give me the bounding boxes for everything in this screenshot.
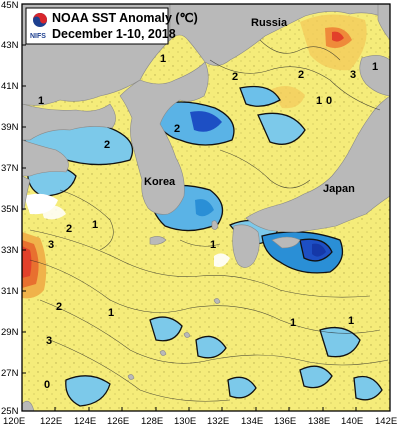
lon-tick-label: 136E — [274, 416, 296, 427]
lon-tick-label: 142E — [375, 416, 397, 427]
contour-label: 1 — [210, 239, 216, 251]
map-subtitle: December 1-10, 2018 — [52, 27, 176, 41]
lat-tick-label: 33N — [1, 245, 19, 256]
contour-label: 1 — [348, 315, 354, 327]
lat-tick-label: 41N — [1, 81, 19, 92]
longitude-axis: 120E 122E 124E 126E 128E 130E 132E 134E … — [3, 416, 397, 427]
japan-landmass — [245, 95, 390, 233]
lon-tick-label: 124E — [74, 416, 96, 427]
very-cold-cores — [190, 111, 326, 257]
title-box: NIFS NOAA SST Anomaly (℃) December 1-10,… — [25, 7, 198, 45]
lon-tick-label: 130E — [174, 416, 196, 427]
lat-tick-label: 43N — [1, 40, 19, 51]
contour-label: 3 — [46, 335, 52, 347]
contour-label: 2 — [104, 139, 110, 151]
nifs-taegeuk-logo — [33, 13, 47, 27]
lon-tick-label: 134E — [241, 416, 263, 427]
latitude-axis: 45N 43N 41N 39N 37N 35N 33N 31N 29N 27N … — [1, 0, 19, 417]
contour-label: 2 — [298, 69, 304, 81]
lon-tick-label: 128E — [141, 416, 163, 427]
lat-tick-label: 45N — [1, 0, 19, 11]
map-frame — [21, 3, 391, 412]
lat-tick-label: 27N — [1, 368, 19, 379]
warm-anomaly-patches — [270, 14, 367, 109]
place-label-japan: Japan — [323, 183, 355, 195]
korea-landmass — [119, 61, 209, 215]
contour-label: 3 — [48, 239, 54, 251]
lon-tick-label: 138E — [308, 416, 330, 427]
lat-tick-label: 39N — [1, 122, 19, 133]
place-label-russia: Russia — [251, 17, 288, 29]
lat-tick-label: 35N — [1, 204, 19, 215]
lon-tick-label: 132E — [207, 416, 229, 427]
contour-label: 2 — [56, 301, 62, 313]
contour-label: 2 — [232, 71, 238, 83]
contour-label: 1 — [372, 61, 378, 73]
contour-label: 1 — [38, 95, 44, 107]
lon-tick-label: 122E — [40, 416, 62, 427]
contour-label: 3 — [350, 69, 356, 81]
russia-landmass — [169, 4, 390, 66]
place-label-korea: Korea — [144, 176, 176, 188]
contour-label: 0 — [326, 95, 332, 107]
contour-label: 1 — [290, 317, 296, 329]
contour-label: 1 — [316, 95, 322, 107]
contour-labels: 1 2 3 2 1 0 2 3 2 1 2 3 2 1 0 1 1 1 1 1 — [38, 53, 378, 391]
contour-label: 2 — [66, 223, 72, 235]
lat-tick-label: 31N — [1, 286, 19, 297]
lat-tick-label: 25N — [1, 406, 19, 417]
contour-label: 1 — [160, 53, 166, 65]
no-data-patches — [24, 193, 230, 267]
contour-label: 2 — [174, 123, 180, 135]
lon-tick-label: 120E — [3, 416, 25, 427]
lat-tick-label: 29N — [1, 327, 19, 338]
map-title: NOAA SST Anomaly (℃) — [52, 11, 198, 25]
lon-tick-label: 140E — [341, 416, 363, 427]
tick-marks — [22, 44, 357, 411]
lon-tick-label: 126E — [107, 416, 129, 427]
logo-text: NIFS — [30, 33, 46, 40]
hot-coastal-anomaly — [22, 232, 47, 299]
contour-label: 1 — [108, 307, 114, 319]
contour-label: 1 — [92, 219, 98, 231]
contour-label: 0 — [44, 379, 50, 391]
plot-area: 1 2 3 2 1 0 2 3 2 1 2 3 2 1 0 1 1 1 1 1 … — [22, 4, 390, 411]
lat-tick-label: 37N — [1, 163, 19, 174]
anomaly-contours — [29, 39, 389, 402]
